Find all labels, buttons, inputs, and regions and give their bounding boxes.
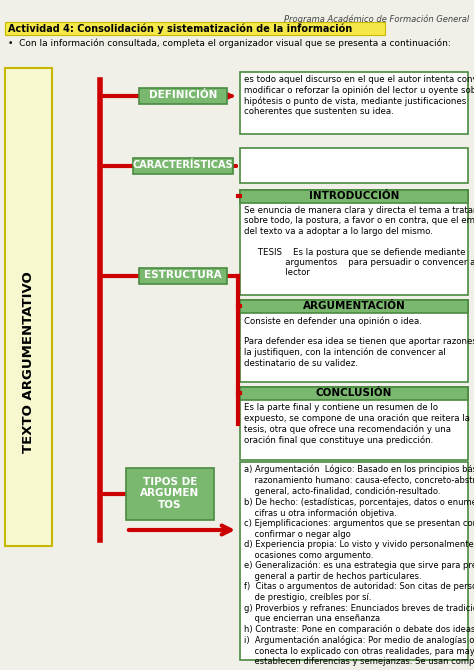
- Text: DEFINICIÓN: DEFINICIÓN: [149, 90, 217, 100]
- FancyBboxPatch shape: [240, 387, 468, 400]
- Text: TEXTO ARGUMENTATIVO: TEXTO ARGUMENTATIVO: [22, 271, 35, 453]
- FancyBboxPatch shape: [139, 88, 227, 104]
- Text: CARACTERÍSTICAS: CARACTERÍSTICAS: [133, 161, 233, 170]
- FancyBboxPatch shape: [5, 22, 385, 35]
- Text: Actividad 4: Consolidación y sistematización de la información: Actividad 4: Consolidación y sistematiza…: [8, 23, 352, 34]
- Text: ESTRUCTURA: ESTRUCTURA: [144, 271, 222, 281]
- FancyBboxPatch shape: [133, 158, 233, 174]
- Text: •  Con la información consultada, completa el organizador visual que se presenta: • Con la información consultada, complet…: [8, 38, 451, 48]
- FancyBboxPatch shape: [240, 148, 468, 183]
- Text: Consiste en defender una opinión o idea.

Para defender esa idea se tienen que a: Consiste en defender una opinión o idea.…: [244, 316, 474, 368]
- Text: es todo aquel discurso en el que el autor intenta convencer,
modificar o reforza: es todo aquel discurso en el que el auto…: [244, 75, 474, 117]
- Text: a) Argumentación  Lógico: Basado en los principios básicos de
    razonamiento h: a) Argumentación Lógico: Basado en los p…: [244, 465, 474, 667]
- Text: INTRODUCCIÓN: INTRODUCCIÓN: [309, 191, 399, 201]
- FancyBboxPatch shape: [240, 387, 468, 460]
- FancyBboxPatch shape: [5, 68, 52, 546]
- FancyBboxPatch shape: [240, 190, 468, 203]
- FancyBboxPatch shape: [139, 268, 227, 284]
- Text: Es la parte final y contiene un resumen de lo
expuesto, se compone de una oració: Es la parte final y contiene un resumen …: [244, 403, 470, 445]
- FancyBboxPatch shape: [240, 190, 468, 295]
- FancyBboxPatch shape: [126, 468, 214, 520]
- Text: Se enuncia de manera clara y directa el tema a tratar y,
sobre todo, la postura,: Se enuncia de manera clara y directa el …: [244, 206, 474, 277]
- FancyBboxPatch shape: [240, 300, 468, 382]
- Text: TIPOS DE
ARGUMEN
TOS: TIPOS DE ARGUMEN TOS: [140, 477, 200, 510]
- Text: ARGUMENTACIÓN: ARGUMENTACIÓN: [302, 301, 405, 311]
- FancyBboxPatch shape: [240, 72, 468, 134]
- Text: CONCLUSIÓN: CONCLUSIÓN: [316, 388, 392, 398]
- Text: Programa Académico de Formación General: Programa Académico de Formación General: [284, 14, 469, 23]
- FancyBboxPatch shape: [240, 300, 468, 313]
- FancyBboxPatch shape: [240, 462, 468, 660]
